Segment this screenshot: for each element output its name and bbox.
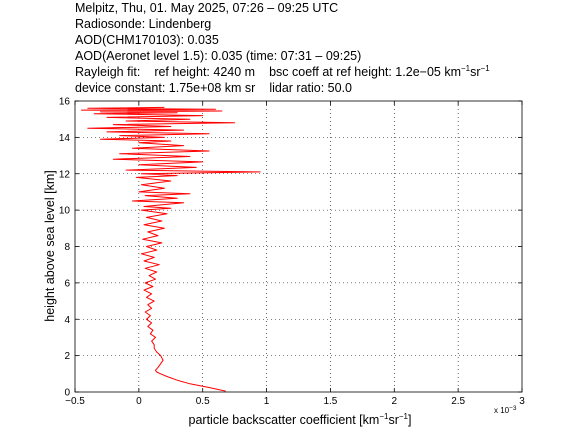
y-tick-label: 12 <box>59 169 71 180</box>
y-tick-label: 4 <box>64 315 70 326</box>
y-tick-label: 8 <box>64 242 70 253</box>
y-tick-label: 16 <box>59 97 71 108</box>
bsc-sr-unit: sr <box>470 65 481 79</box>
x-axis-multiplier: x 10−3 <box>494 405 517 415</box>
y-tick-label: 10 <box>59 206 71 217</box>
bsc-coeff-text: bsc coeff at ref height: 1.2e−05 km <box>269 65 461 79</box>
x-axis-label: particle backscatter coefficient [km−1sr… <box>189 412 412 427</box>
x-tick-label: 3 <box>519 396 525 407</box>
axes-box <box>74 100 523 393</box>
axis-ticks <box>74 100 523 393</box>
rayleigh-fit-label: Rayleigh fit: <box>75 65 141 79</box>
grid-lines <box>75 101 522 392</box>
ref-height-text: ref height: 4240 m <box>154 65 256 79</box>
rayleigh-fit-line: Rayleigh fit: ref height: 4240 m bsc coeff… <box>75 64 575 80</box>
x-tick-label: 2 <box>392 396 398 407</box>
x-tick-label: 0.5 <box>196 396 210 407</box>
y-tick-label: 6 <box>64 278 70 289</box>
x-tick-label: 0 <box>136 396 142 407</box>
x-tick-label: 1.5 <box>323 396 337 407</box>
data-series <box>80 106 261 392</box>
y-tick-label: 14 <box>59 133 71 144</box>
backscatter-profile-line <box>80 106 261 392</box>
lidar-ratio-text: lidar ratio: 50.0 <box>269 81 352 95</box>
device-constant-text: device constant: 1.75e+08 km sr <box>75 81 256 95</box>
aod-chm-line: AOD(CHM170103): 0.035 <box>75 33 219 47</box>
location-date-line: Melpitz, Thu, 01. May 2025, 07:26 – 09:2… <box>75 1 339 15</box>
x-tick-label: −0.5 <box>65 396 85 407</box>
radiosonde-line: Radiosonde: Lindenberg <box>75 17 212 31</box>
figure-header: Melpitz, Thu, 01. May 2025, 07:26 – 09:2… <box>75 0 575 96</box>
device-constant-line: device constant: 1.75e+08 km sr lidar rat… <box>75 80 575 96</box>
y-axis-label: height above sea level [km] <box>43 170 57 321</box>
y-tick-label: 0 <box>64 388 70 399</box>
bsc-sr-exponent: −1 <box>480 64 490 73</box>
x-tick-label: 2.5 <box>451 396 465 407</box>
y-tick-label: 2 <box>64 351 70 362</box>
bsc-km-exponent: −1 <box>460 64 471 73</box>
x-tick-label: 1 <box>264 396 270 407</box>
aod-aeronet-line: AOD(Aeronet level 1.5): 0.035 (time: 07:… <box>75 49 362 63</box>
